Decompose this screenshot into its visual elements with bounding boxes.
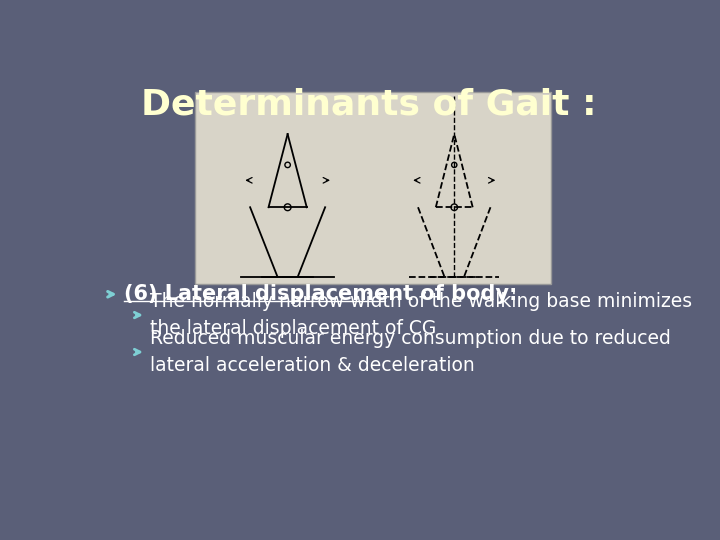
Text: Reduced muscular energy consumption due to reduced
lateral acceleration & decele: Reduced muscular energy consumption due … xyxy=(150,329,671,375)
Text: Determinants of Gait :: Determinants of Gait : xyxy=(141,88,597,122)
Text: (6) Lateral displacement of body:: (6) Lateral displacement of body: xyxy=(124,284,518,304)
FancyBboxPatch shape xyxy=(194,92,551,284)
Text: The normally narrow width of the walking base minimizes
the lateral displacement: The normally narrow width of the walking… xyxy=(150,292,693,338)
